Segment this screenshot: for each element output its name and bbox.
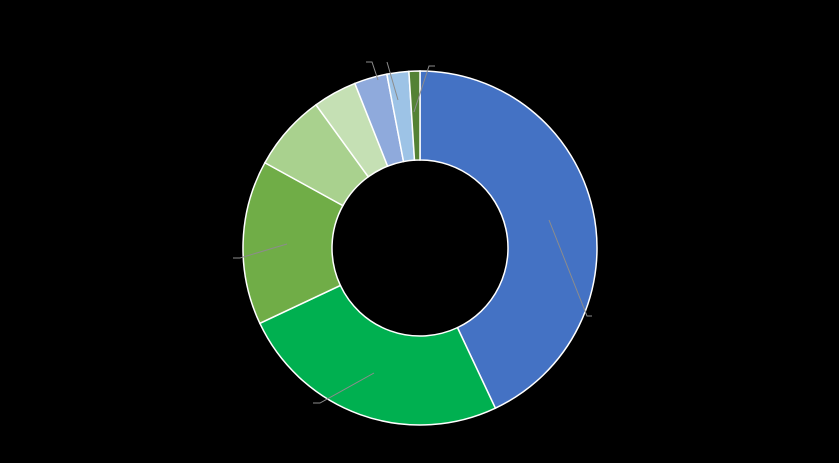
donut-slice — [408, 70, 421, 161]
donut-slice — [242, 161, 344, 325]
leader-lines — [233, 61, 592, 404]
leader-line — [366, 61, 379, 81]
leader-line — [386, 61, 399, 101]
leader-line — [413, 65, 435, 113]
donut-slice — [258, 284, 497, 426]
donut — [242, 70, 598, 426]
leader-line — [233, 243, 288, 259]
leader-line — [313, 372, 375, 404]
leader-line — [548, 219, 592, 317]
donut-slice — [419, 70, 598, 410]
